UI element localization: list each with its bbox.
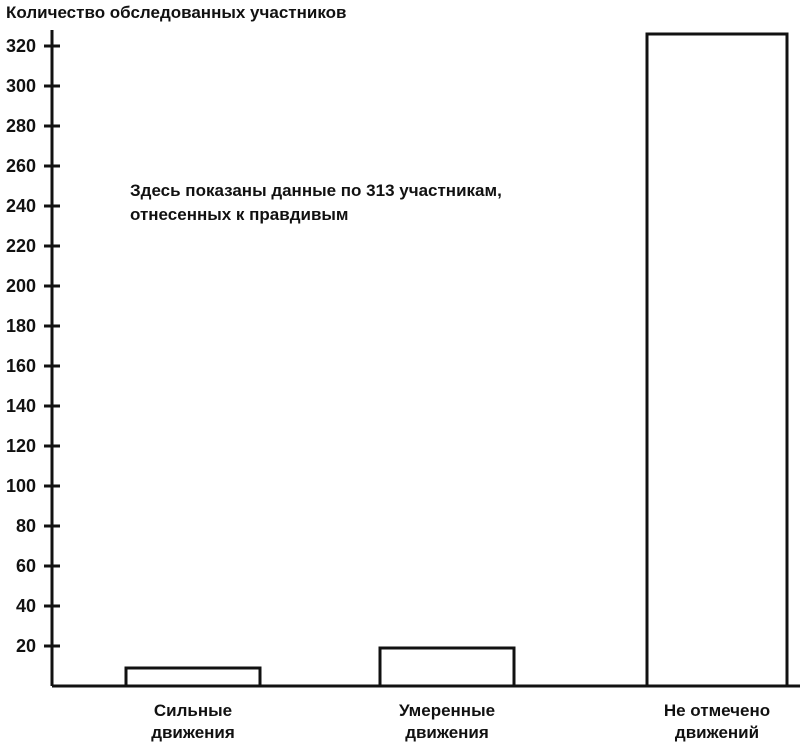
y-tick-label: 220 — [6, 236, 36, 256]
y-tick-label: 100 — [6, 476, 36, 496]
x-category-label: движения — [405, 723, 489, 742]
y-tick-label: 300 — [6, 76, 36, 96]
y-tick-label: 240 — [6, 196, 36, 216]
y-tick-label: 80 — [16, 516, 36, 536]
y-tick-label: 20 — [16, 636, 36, 656]
y-ticks: 20 40 60 80 100 120 140 160 180 200 220 240 260 280 30… — [6, 36, 60, 656]
bar — [645, 32, 789, 688]
y-tick-label: 140 — [6, 396, 36, 416]
bars — [124, 32, 789, 688]
x-category-label: движений — [675, 723, 759, 742]
y-tick-label: 280 — [6, 116, 36, 136]
y-tick-label: 200 — [6, 276, 36, 296]
bar — [378, 646, 516, 688]
y-tick-label: 120 — [6, 436, 36, 456]
x-category-label: Умеренные — [399, 701, 495, 720]
annotation-line-2: отнесенных к правдивым — [130, 205, 349, 224]
x-category-label: Сильные — [154, 701, 232, 720]
x-category-label: движения — [151, 723, 235, 742]
y-tick-label: 260 — [6, 156, 36, 176]
y-tick-label: 40 — [16, 596, 36, 616]
annotation-line-1: Здесь показаны данные по 313 участникам, — [130, 181, 502, 200]
y-tick-label: 60 — [16, 556, 36, 576]
y-tick-label: 320 — [6, 36, 36, 56]
y-axis-label: Количество обследованных участников — [6, 3, 346, 22]
y-tick-label: 180 — [6, 316, 36, 336]
annotation: Здесь показаны данные по 313 участникам,… — [130, 181, 502, 224]
category-labels: Сильные движения Умеренные движения Не отмеч… — [151, 701, 770, 742]
y-tick-label: 160 — [6, 356, 36, 376]
x-category-label: Не отмечено — [664, 701, 770, 720]
bar — [124, 666, 262, 688]
